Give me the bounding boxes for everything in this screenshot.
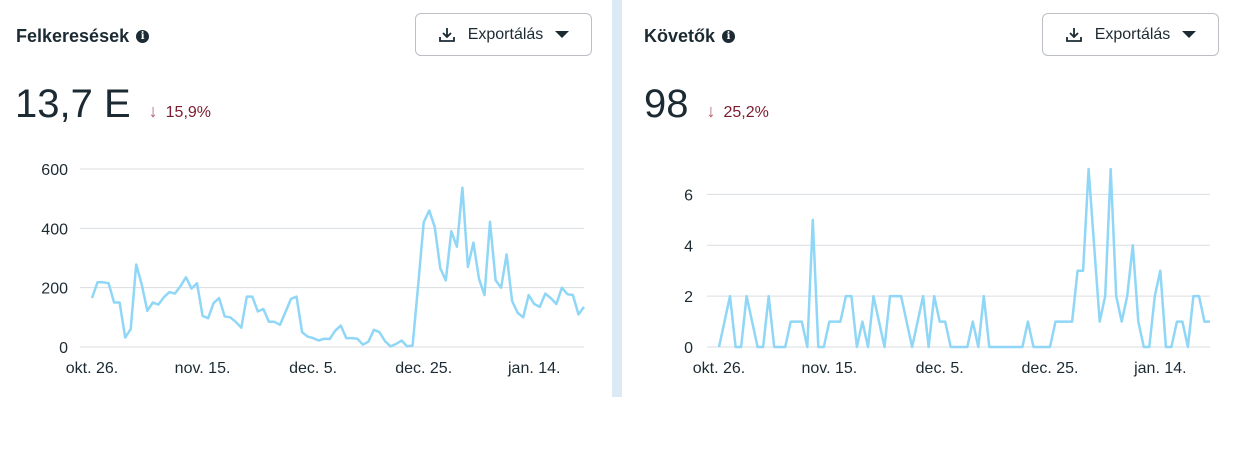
metric-summary: 13,7 E ↓ 15,9% xyxy=(15,82,211,127)
export-label: Exportálás xyxy=(467,25,544,43)
y-tick-label: 4 xyxy=(684,238,693,255)
y-tick-label: 600 xyxy=(41,162,68,179)
panel-title-text: Felkeresések xyxy=(16,26,130,46)
y-tick-label: 200 xyxy=(41,281,68,298)
delta-value: 25,2% xyxy=(723,104,769,121)
x-tick-label: okt. 26. xyxy=(66,360,118,377)
x-tick-label: dec. 5. xyxy=(289,360,337,377)
export-label: Exportálás xyxy=(1094,25,1171,43)
searches-panel: Felkeresések i Exportálás 13,7 E ↓ 15,9%… xyxy=(0,0,612,458)
export-button[interactable]: Exportálás xyxy=(1042,13,1219,56)
x-tick-label: okt. 26. xyxy=(693,360,745,377)
y-tick-label: 0 xyxy=(684,340,693,357)
x-tick-label: nov. 15. xyxy=(175,360,231,377)
info-icon[interactable]: i xyxy=(722,30,736,43)
metric-summary: 98 ↓ 25,2% xyxy=(644,82,769,127)
arrow-down-icon: ↓ xyxy=(706,101,716,121)
metric-value: 13,7 E xyxy=(15,82,131,126)
download-icon xyxy=(438,27,455,42)
x-tick-label: nov. 15. xyxy=(801,360,857,377)
y-tick-label: 2 xyxy=(684,289,693,306)
followers-line-chart: 0 2 4 6 okt. 26. nov. 15. dec. 5. dec. 25. jan. … xyxy=(684,167,1210,377)
data-line xyxy=(717,167,1210,349)
metric-delta: ↓ 15,9% xyxy=(149,101,211,122)
export-button[interactable]: Exportálás xyxy=(415,13,592,56)
x-tick-label: jan. 14. xyxy=(1133,360,1186,377)
x-tick-label: dec. 25. xyxy=(395,360,452,377)
x-tick-label: dec. 25. xyxy=(1022,360,1079,377)
metric-value: 98 xyxy=(644,82,689,126)
panel-title-text: Követők xyxy=(644,26,716,46)
x-tick-label: dec. 5. xyxy=(916,360,964,377)
y-tick-label: 6 xyxy=(684,187,693,204)
delta-value: 15,9% xyxy=(165,104,212,121)
metric-delta: ↓ 25,2% xyxy=(707,101,769,122)
followers-panel: Követők i Exportálás 98 ↓ 25,2% 0 2 4 6 okt.… xyxy=(622,0,1233,458)
caret-down-icon xyxy=(555,31,570,38)
caret-down-icon xyxy=(1182,31,1197,38)
x-tick-label: jan. 14. xyxy=(507,360,560,377)
download-icon xyxy=(1065,27,1082,42)
panel-title: Követők i xyxy=(644,26,736,47)
y-tick-label: 400 xyxy=(41,221,68,238)
arrow-down-icon: ↓ xyxy=(148,101,158,121)
searches-line-chart: 0 200 400 600 okt. 26. nov. 15. dec. 5. dec. 25… xyxy=(41,162,586,377)
panel-title: Felkeresések i xyxy=(16,26,150,47)
y-tick-label: 0 xyxy=(59,340,68,357)
data-line xyxy=(90,186,586,348)
panel-divider xyxy=(612,0,622,397)
info-icon[interactable]: i xyxy=(136,30,150,43)
